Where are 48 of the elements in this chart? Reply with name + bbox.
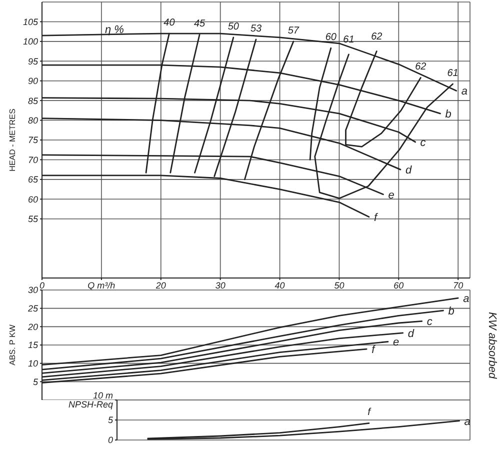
x-tick-label: 20: [154, 280, 166, 290]
series-label: f: [368, 407, 372, 418]
y-tick-label: 80: [28, 115, 38, 126]
series-label: 60: [325, 32, 337, 44]
y-tick-label: 60: [28, 194, 38, 204]
x-tick-label: 70: [453, 280, 464, 290]
x-tick-label: Q m³/h: [88, 280, 116, 290]
y-tick-label: 70: [28, 154, 38, 165]
series-label: 53: [250, 23, 262, 34]
y-tick-label: 20: [26, 322, 38, 332]
series-label: b: [445, 108, 452, 121]
series-label: 57: [288, 25, 300, 36]
y-tick-label: 55: [28, 214, 39, 224]
series-label: a: [461, 86, 468, 98]
y-tick-label: 10: [28, 358, 38, 369]
y-axis-title: ABS. P KW: [8, 324, 17, 366]
y-tick-label: 85: [28, 96, 39, 106]
series-label: a: [463, 293, 470, 306]
y-tick-label: 65: [28, 174, 39, 185]
x-tick-label: 60: [394, 280, 404, 290]
y-tick-label: 5: [108, 415, 114, 426]
series-label: d: [405, 164, 412, 177]
y-tick-label: 25: [26, 304, 39, 314]
y-tick-label: 95: [28, 56, 39, 66]
y-axis-title: HEAD - METRES: [8, 108, 17, 172]
x-tick-label: 40: [274, 280, 285, 290]
x-tick-label: 30: [215, 280, 226, 290]
x-tick-label: 50: [334, 280, 344, 290]
series-label: d: [408, 328, 415, 340]
series-label: e: [388, 189, 394, 202]
annotation: 62: [371, 31, 383, 42]
y-tick-label: 75: [28, 135, 39, 146]
y-tick-label: 105: [22, 16, 39, 27]
y-tick-label: 10 m NPSH-Req: [68, 390, 114, 410]
y-tick-label: 100: [22, 36, 38, 47]
series-label: c: [426, 316, 433, 328]
y-tick-label: 5: [32, 376, 39, 387]
y-tick-label: 90: [28, 76, 38, 86]
series-label: 50: [228, 21, 240, 32]
series-label: b: [448, 306, 454, 318]
y-tick-label: 15: [28, 340, 39, 350]
series-label: 62: [415, 62, 427, 73]
series-label: 61: [447, 68, 458, 80]
series-label: c: [420, 136, 426, 149]
series-label: 45: [194, 18, 206, 30]
text: KW absorbed: [486, 312, 498, 379]
y-tick-label: 0: [108, 435, 113, 446]
series-label: f: [372, 344, 376, 356]
